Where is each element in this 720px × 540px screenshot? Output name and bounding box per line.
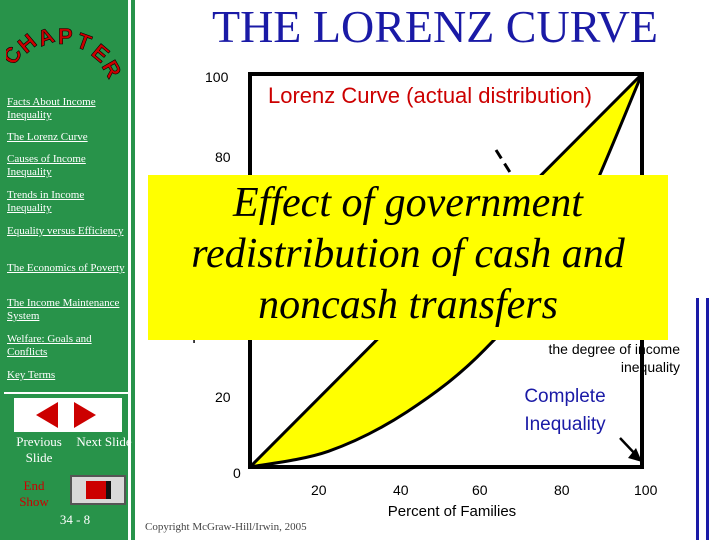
x-axis-label: Percent of Families	[387, 503, 517, 520]
sidebar-item-equality[interactable]: Equality versus Efficiency	[7, 225, 124, 237]
end-show-button[interactable]	[70, 475, 126, 505]
sidebar-item-causes[interactable]: Causes of Income Inequality	[7, 153, 86, 178]
lorenz-curve-label: Lorenz Curve (actual distribution)	[267, 83, 593, 108]
stop-icon	[86, 481, 111, 499]
sidebar-item-key-terms[interactable]: Key Terms	[7, 369, 56, 381]
sidebar-item-welfare[interactable]: Welfare: Goals and Conflicts	[7, 333, 92, 358]
nav-arrows	[14, 398, 122, 432]
sidebar-item-lorenz-curve[interactable]: The Lorenz Curve	[7, 131, 88, 143]
nav-divider	[4, 392, 130, 394]
complete-arrow-head	[628, 448, 642, 462]
end-show-label[interactable]: End Show	[19, 478, 49, 509]
sidebar-item-facts[interactable]: Facts About Income Inequality	[7, 96, 96, 121]
x-tick-label: 60	[472, 482, 488, 498]
sidebar-divider	[128, 0, 131, 540]
next-arrow-icon[interactable]	[74, 402, 96, 428]
degree-label: the degree of income inequality	[548, 341, 680, 375]
slide-number: 34 - 8	[59, 512, 91, 527]
page-title: THE LORENZ CURVE	[211, 1, 659, 52]
x-tick-label: 20	[311, 482, 327, 498]
previous-slide-button[interactable]: Previous Slide	[16, 434, 62, 465]
complete-inequality-label: Complete Inequality	[524, 386, 606, 435]
copyright: Copyright McGraw-Hill/Irwin, 2005	[145, 521, 307, 533]
y-tick-label: 80	[215, 149, 231, 165]
redistribution-overlay	[148, 175, 668, 340]
right-rule-2	[706, 298, 709, 540]
sidebar-item-trends[interactable]: Trends in Income Inequality	[7, 189, 85, 214]
overlay-text: Effect of government redistribution of c…	[191, 180, 625, 328]
next-slide-button[interactable]: Next Slide	[76, 434, 132, 449]
y-tick-label: 20	[215, 389, 231, 405]
right-rule	[696, 298, 699, 540]
sidebar-item-income-maintenance[interactable]: The Income Maintenance System	[7, 297, 120, 322]
y-tick-label: 100	[205, 69, 229, 85]
sidebar	[0, 0, 135, 540]
previous-arrow-icon[interactable]	[36, 402, 58, 428]
x-tick-label: 100	[634, 482, 658, 498]
sidebar-item-poverty[interactable]: The Economics of Poverty	[7, 262, 125, 274]
y-tick-label: 0	[233, 465, 241, 481]
chapter-logo: CHAPTER	[6, 22, 124, 83]
x-tick-label: 80	[554, 482, 570, 498]
x-tick-label: 40	[393, 482, 409, 498]
